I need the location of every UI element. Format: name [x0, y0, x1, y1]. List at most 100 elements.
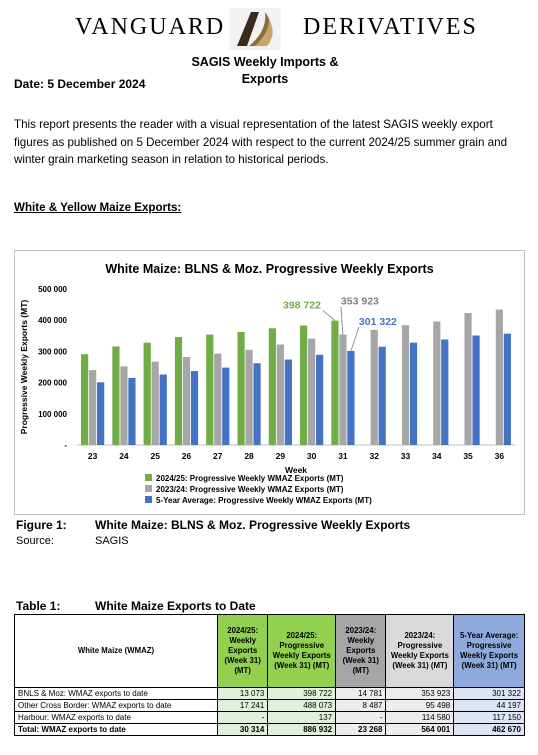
row-label: Harbour: WMAZ exports to date [14, 711, 218, 724]
row-label: BNLS & Moz: WMAZ exports to date [14, 687, 218, 700]
bar-series-1 [268, 328, 276, 445]
table-cell: 114 580 [385, 711, 455, 724]
figure-source-label: Source: [16, 535, 54, 547]
x-axis-label: Week [285, 465, 307, 475]
header-cell: 2024/25: Progressive Weekly Exports (Wee… [267, 614, 337, 688]
table-cell: 30 314 [216, 723, 269, 736]
x-tick-label: 25 [150, 451, 160, 461]
bar-series-3 [503, 333, 511, 445]
x-tick-label: 30 [307, 451, 317, 461]
bar-series-1 [237, 332, 245, 445]
row-label: Other Cross Border: WMAZ exports to date [14, 699, 218, 712]
bar-series-2 [370, 329, 378, 445]
bar-series-2 [151, 361, 159, 445]
table-cell: 17 241 [216, 699, 269, 712]
legend-entry: 2024/25: Progressive Weekly WMAZ Exports… [156, 474, 344, 483]
x-tick-label: 34 [432, 451, 442, 461]
bar-series-1 [112, 346, 120, 445]
bar-series-3 [409, 342, 418, 445]
annotation-leader-line [340, 306, 344, 335]
brand-left: VANGUARD [75, 14, 226, 40]
bar-series-3 [128, 377, 136, 445]
table-cell: 886 932 [267, 723, 337, 736]
bar-series-3 [222, 367, 230, 445]
y-tick-label: - [64, 441, 67, 450]
header-cell: 2023/24: Weekly Exports (Week 31) (MT) [335, 614, 387, 688]
data-label-annotation: 398 722 [283, 300, 321, 312]
header-cell: 2024/25: Weekly Exports (Week 31) (MT) [216, 614, 269, 688]
report-date: Date: 5 December 2024 [14, 77, 146, 91]
bar-series-3 [159, 374, 167, 445]
bar-series-2 [401, 325, 410, 445]
x-tick-label: 33 [401, 451, 411, 461]
row-label: Total: WMAZ exports to date [14, 723, 218, 736]
table-caption: White Maize Exports to Date [95, 599, 256, 613]
table-cell: 8 487 [335, 699, 387, 712]
chart-container: White Maize: BLNS & Moz. Progressive Wee… [14, 250, 525, 515]
header-cell: 5-Year Average: Progressive Weekly Expor… [453, 614, 525, 688]
bar-series-1 [331, 320, 339, 445]
bar-series-2 [276, 344, 284, 445]
header-cell: 2023/24: Progressive Weekly Exports (Wee… [385, 614, 455, 688]
table-cell: 353 923 [385, 687, 455, 700]
bar-series-2 [495, 309, 503, 445]
table-cell: 23 268 [335, 723, 387, 736]
bar-series-1 [206, 334, 214, 445]
table-cell: 137 [267, 711, 337, 724]
figure-label: Figure 1: [16, 518, 67, 532]
legend-swatch [145, 474, 152, 481]
x-tick-label: 32 [369, 451, 379, 461]
brand-right: DERIVATIVES [303, 14, 478, 40]
bar-series-2 [120, 366, 128, 445]
table-cell: 95 498 [385, 699, 455, 712]
bar-series-3 [97, 382, 105, 445]
x-tick-label: 35 [463, 451, 473, 461]
bar-series-3 [190, 371, 199, 445]
report-title: SAGIS Weekly Imports & Exports [150, 54, 380, 88]
y-tick-label: 100 000 [38, 410, 67, 419]
bar-series-2 [464, 313, 472, 445]
bar-series-3 [347, 350, 355, 445]
table-row: Harbour: WMAZ exports to date - 137 - 11… [14, 711, 525, 724]
maize-export-chart: White Maize: BLNS & Moz. Progressive Wee… [19, 262, 515, 505]
table-cell: 398 722 [267, 687, 337, 700]
table-cell: 44 197 [453, 699, 525, 712]
bar-series-2 [245, 349, 253, 445]
figure-caption: White Maize: BLNS & Moz. Progressive Wee… [95, 518, 411, 532]
annotation-leader-line [322, 310, 336, 321]
bar-series-3 [441, 339, 449, 445]
data-label-annotation: 301 322 [359, 316, 397, 328]
table-cell: 488 073 [267, 699, 337, 712]
table-row: BNLS & Moz: WMAZ exports to date 13 073 … [14, 687, 525, 700]
x-tick-label: 36 [495, 451, 505, 461]
bar-series-2 [182, 357, 191, 445]
annotation-leader-line [350, 326, 360, 352]
section-heading: White & Yellow Maize Exports: [14, 201, 182, 214]
table-row: Other Cross Border: WMAZ exports to date… [14, 699, 525, 712]
table-cell: - [216, 711, 269, 724]
y-tick-label: 200 000 [38, 379, 67, 388]
x-tick-label: 29 [276, 451, 286, 461]
x-tick-label: 31 [338, 451, 348, 461]
bar-series-3 [316, 354, 324, 445]
y-tick-label: 400 000 [38, 316, 67, 325]
chart-title: White Maize: BLNS & Moz. Progressive Wee… [105, 262, 433, 276]
bar-series-2 [89, 370, 97, 445]
x-tick-label: 24 [119, 451, 129, 461]
y-axis-label: Progressive Weekly Exports (MT) [19, 300, 29, 435]
legend-swatch [145, 485, 152, 492]
bar-series-2 [214, 353, 222, 445]
bar-series-1 [174, 337, 183, 445]
table-cell: - [335, 711, 387, 724]
x-tick-label: 28 [244, 451, 254, 461]
bar-series-3 [472, 335, 480, 445]
legend-entry: 5-Year Average: Progressive Weekly WMAZ … [156, 496, 372, 505]
report-title-line-2: Exports [241, 72, 289, 86]
y-tick-label: 300 000 [38, 347, 67, 356]
bar-series-2 [339, 334, 347, 445]
bar-series-1 [300, 325, 308, 445]
exports-table: White Maize (WMAZ) 2024/25: Weekly Expor… [14, 614, 525, 736]
bar-series-2 [308, 338, 316, 445]
x-tick-label: 27 [213, 451, 223, 461]
legend-swatch [145, 496, 152, 503]
